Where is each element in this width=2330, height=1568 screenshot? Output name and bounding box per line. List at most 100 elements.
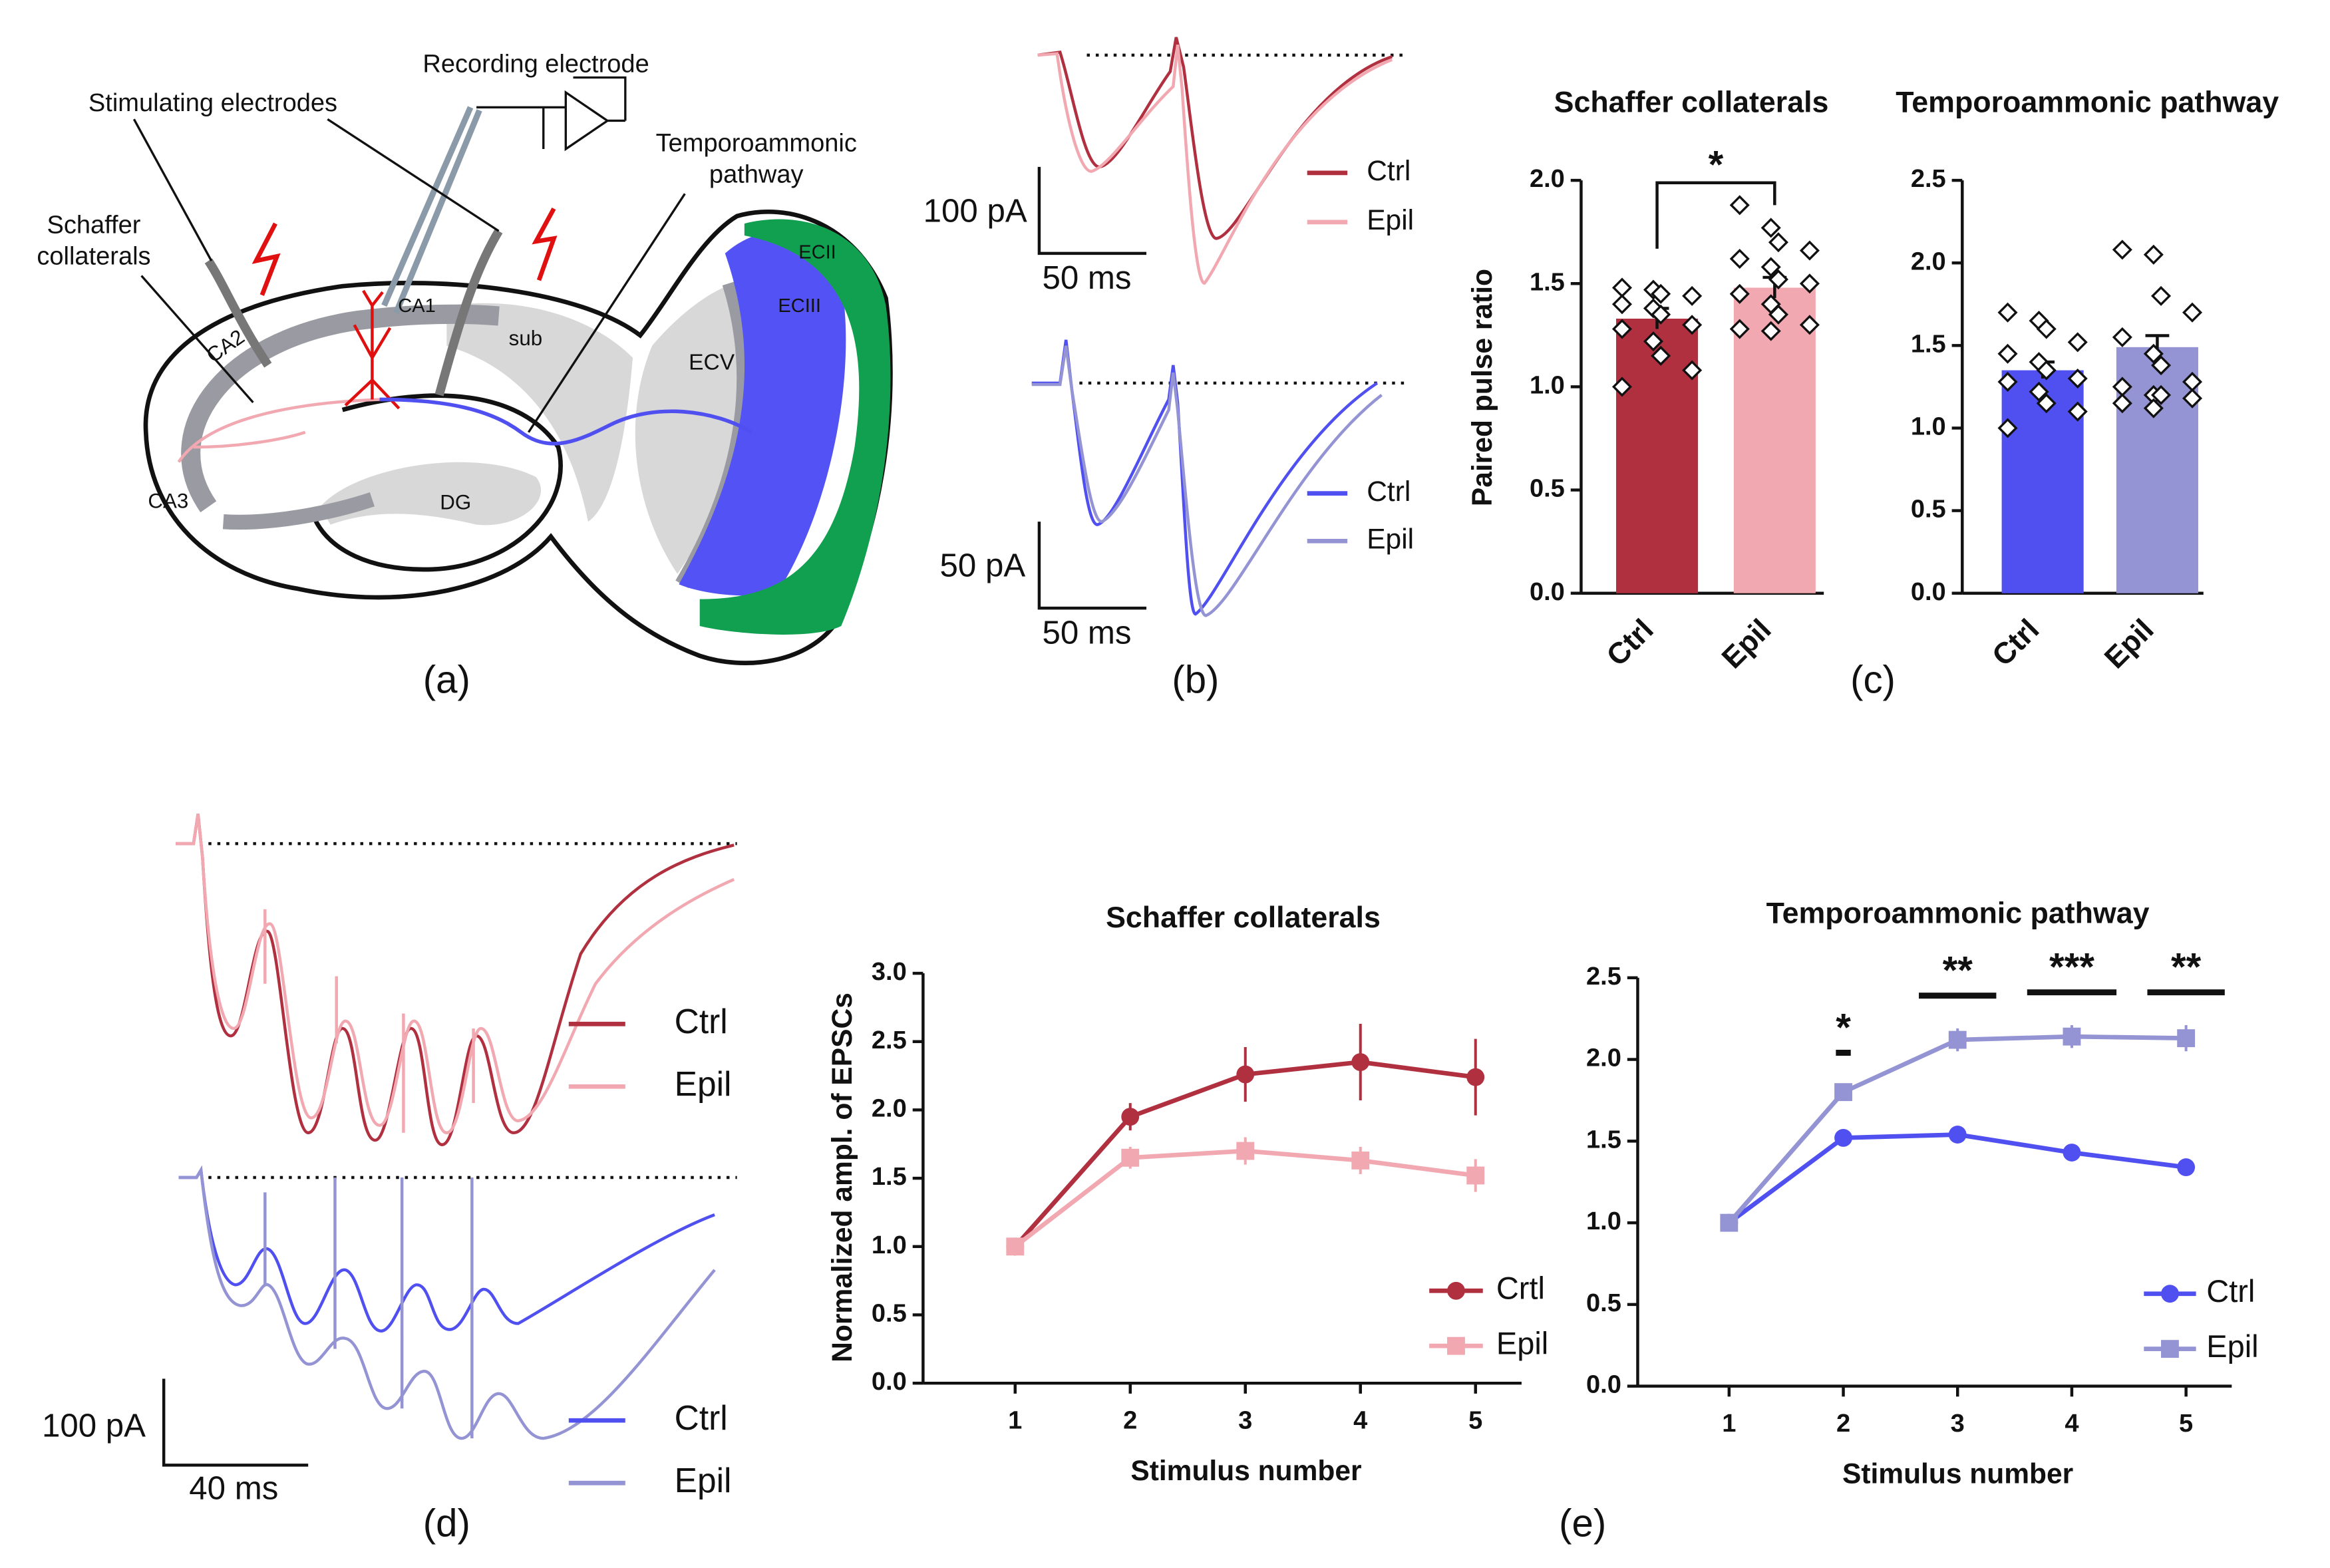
- data-point: [1768, 304, 1788, 325]
- trace: [1037, 44, 1393, 285]
- data-point: [2150, 385, 2172, 405]
- series-line: [1727, 1132, 2187, 1225]
- label: Schaffer: [47, 212, 141, 239]
- legend-marker: [1447, 1281, 1465, 1300]
- label: 100 pA: [42, 1407, 146, 1444]
- legend-marker: [2161, 1285, 2179, 1303]
- data-point: [1799, 240, 1820, 261]
- marker: [1236, 1142, 1255, 1160]
- bar: [1616, 319, 1699, 593]
- marker: [1948, 1126, 1967, 1144]
- leader-lines: [132, 118, 686, 433]
- label: Epil: [2098, 613, 2160, 675]
- label: 0.0: [1586, 1371, 1621, 1399]
- data-point: [2143, 343, 2164, 364]
- data-point: [1768, 269, 1788, 290]
- data-point: [1997, 418, 2018, 438]
- label: CA1: [398, 295, 436, 317]
- label: 1: [1008, 1406, 1022, 1434]
- marker: [1006, 1237, 1025, 1256]
- data-point: [1760, 321, 1781, 341]
- label: DG: [440, 491, 471, 514]
- significance-bracket: [1655, 181, 1776, 249]
- label: 0.5: [1586, 1289, 1621, 1317]
- marker: [1236, 1065, 1255, 1084]
- marker: [1351, 1053, 1370, 1071]
- label: 1.0: [1586, 1207, 1621, 1235]
- label: 100 pA: [923, 192, 1027, 229]
- label: 50 ms: [1043, 259, 1132, 296]
- marker: [1948, 1030, 1967, 1049]
- label: Ctrl: [675, 1002, 728, 1040]
- hippocampus-diagram: [132, 76, 893, 665]
- label: 2.0: [1586, 1044, 1621, 1072]
- schaffer-fiber: [177, 398, 380, 463]
- data-point: [2182, 302, 2203, 323]
- data-point: [2112, 393, 2132, 414]
- marker: [1834, 1128, 1852, 1147]
- label: (c): [1850, 658, 1896, 701]
- label: Ctrl: [675, 1398, 728, 1437]
- data-point: [1651, 345, 1671, 366]
- label: Stimulus number: [1130, 1455, 1361, 1487]
- label: ECIII: [778, 295, 821, 317]
- data-point: [2029, 381, 2049, 402]
- marker: [1466, 1166, 1485, 1185]
- label: collaterals: [37, 243, 150, 271]
- trace: [1031, 345, 1383, 617]
- label: 0.5: [872, 1300, 907, 1328]
- data-point: [1799, 273, 1820, 294]
- legend-marker: [1447, 1336, 1465, 1355]
- trace: [1031, 339, 1379, 616]
- label: CA3: [148, 489, 188, 512]
- data-point: [1997, 343, 2018, 364]
- label: **: [2171, 945, 2202, 989]
- label: 2: [1123, 1406, 1137, 1434]
- data-point: [1760, 218, 1781, 238]
- label: 3: [1951, 1410, 1965, 1438]
- data-point: [1729, 319, 1750, 339]
- label: Epil: [2206, 1329, 2258, 1364]
- data-point: [1611, 277, 1633, 298]
- lightning: [251, 208, 558, 296]
- label: 3.0: [872, 958, 907, 986]
- marker: [1121, 1108, 1140, 1126]
- label: 0.5: [1911, 496, 1946, 524]
- trace: [176, 813, 735, 1146]
- label: Epil: [675, 1461, 732, 1499]
- marker: [2063, 1027, 2081, 1046]
- label: 0.0: [1911, 578, 1946, 606]
- marker: [1720, 1213, 1739, 1232]
- marker: [1834, 1083, 1852, 1102]
- label: 1.0: [872, 1231, 907, 1259]
- label: 2.5: [1586, 963, 1621, 991]
- data-point: [2182, 371, 2203, 392]
- data-point: [1729, 195, 1750, 216]
- label: Temporoammonic pathway: [1766, 896, 2150, 929]
- data-point: [1729, 283, 1750, 304]
- label: 1.5: [872, 1163, 907, 1191]
- marker: [2177, 1158, 2196, 1177]
- label: Stimulating electrodes: [88, 89, 337, 117]
- data-point: [2143, 244, 2164, 265]
- data-point: [1611, 294, 1633, 315]
- data-point: [2112, 239, 2132, 260]
- label: Epil: [1496, 1326, 1548, 1361]
- data-point: [1682, 360, 1703, 381]
- data-point: [1729, 248, 1750, 269]
- data-point: [1997, 371, 2018, 392]
- scale-bar: [1037, 522, 1147, 610]
- label: 2.0: [1911, 247, 1946, 275]
- stimulating-electrode: [204, 228, 503, 396]
- label: ECII: [798, 242, 836, 263]
- label: *: [1709, 144, 1724, 187]
- label: 50 ms: [1043, 614, 1132, 651]
- scale-bar: [162, 1378, 309, 1467]
- label: pathway: [709, 160, 804, 188]
- label: Recording electrode: [422, 51, 649, 78]
- label: 1: [1722, 1410, 1736, 1438]
- label: 1.0: [1530, 371, 1565, 399]
- series-line: [1013, 1148, 1476, 1249]
- label: Paired pulse ratio: [1466, 269, 1498, 506]
